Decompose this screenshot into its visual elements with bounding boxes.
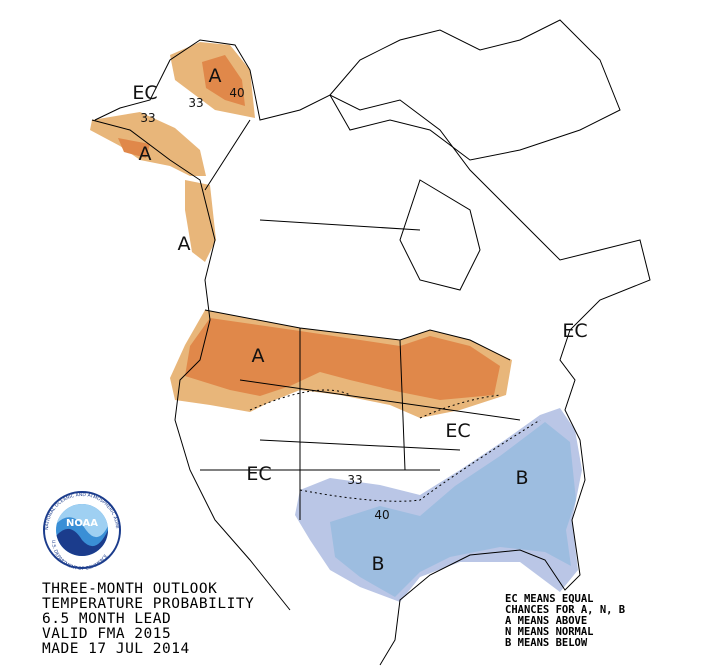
map-label: 40 [374, 508, 389, 522]
east-coast [94, 39, 651, 666]
bc-coast [185, 180, 216, 262]
south-dark [330, 422, 576, 597]
alaska-south-dark [118, 138, 150, 158]
map-label: B [515, 467, 528, 489]
title-line: THREE-MONTH OUTLOOK [42, 581, 217, 597]
map-label: 33 [140, 111, 155, 125]
title-line: MADE 17 JUL 2014 [42, 641, 190, 657]
map-label: A [178, 233, 191, 255]
map-label: EC [562, 320, 587, 342]
coastlines [91, 19, 651, 666]
title-line: TEMPERATURE PROBABILITY [42, 596, 254, 612]
legend-line: A MEANS ABOVE [505, 615, 587, 627]
hudson-bay [399, 179, 481, 291]
map-label: 33 [188, 96, 203, 110]
title-line: 6.5 MONTH LEAD [42, 611, 171, 627]
northern-us-dark [185, 318, 500, 400]
map-label: B [371, 553, 384, 575]
map-labels: EC A 40 33 33 A A A EC EC EC 33 40 B B [132, 65, 587, 575]
map-label: A [139, 143, 152, 165]
map-label: EC [246, 463, 271, 485]
alaska-north-dark [202, 55, 245, 106]
map-label: A [252, 345, 265, 367]
legend-line: CHANCES FOR A, N, B [505, 604, 625, 616]
legend-line: B MEANS BELOW [505, 637, 588, 649]
map-label: 40 [229, 86, 244, 100]
logo-sky [56, 504, 108, 538]
legend-line: EC MEANS EQUAL [505, 593, 594, 605]
below-regions [295, 408, 582, 602]
title-line: VALID FMA 2015 [42, 626, 171, 642]
map-label: A [209, 65, 222, 87]
arctic-islands [329, 19, 621, 161]
borders [200, 119, 521, 520]
map-label: EC [445, 420, 470, 442]
legend-line: N MEANS NORMAL [505, 626, 594, 638]
logo-wave [56, 529, 108, 556]
map-label: EC [132, 82, 157, 104]
map-label: 33 [347, 473, 362, 487]
logo-name: NOAA [66, 518, 98, 529]
west-coast [91, 119, 291, 611]
contours [249, 389, 541, 502]
